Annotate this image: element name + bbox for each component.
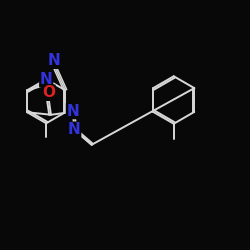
Text: N: N	[66, 104, 79, 118]
Text: N: N	[48, 53, 60, 68]
Text: N: N	[68, 122, 80, 137]
Text: O: O	[42, 85, 55, 100]
Text: N: N	[40, 72, 52, 87]
Text: N: N	[66, 104, 79, 118]
Text: O: O	[42, 85, 55, 100]
Text: N: N	[48, 53, 60, 68]
Text: N: N	[40, 72, 52, 87]
Text: N: N	[68, 122, 80, 137]
